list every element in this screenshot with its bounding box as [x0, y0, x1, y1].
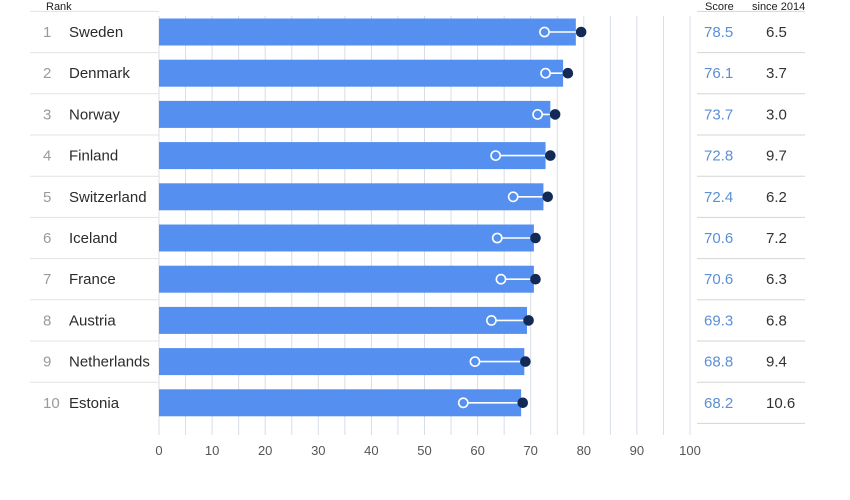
- rank-label-3: 3: [43, 106, 51, 123]
- row-separator-layer: [30, 10, 805, 424]
- marker-2014-france: [495, 273, 507, 285]
- since-2014-header: since 2014: [752, 1, 805, 13]
- country-label-france: France: [69, 271, 116, 288]
- bar-sweden: [159, 18, 576, 46]
- rank-label-9: 9: [43, 354, 51, 371]
- bar-iceland: [159, 224, 534, 252]
- country-label-estonia: Estonia: [69, 395, 120, 412]
- bar-layer: [159, 18, 576, 417]
- marker-current-estonia: [517, 397, 529, 409]
- country-label-finland: Finland: [69, 148, 118, 165]
- marker-2014-netherlands: [469, 356, 481, 367]
- score-label-switzerland: 72.4: [704, 189, 733, 206]
- marker-current-austria: [523, 315, 534, 326]
- score-label-netherlands: 68.8: [704, 354, 733, 371]
- score-label-sweden: 78.5: [704, 24, 733, 41]
- marker-2014-finland: [490, 150, 502, 161]
- country-label-denmark: Denmark: [69, 65, 130, 82]
- bar-denmark: [159, 59, 564, 87]
- marker-current-finland: [545, 150, 556, 161]
- rank-label-5: 5: [43, 189, 51, 206]
- score-label-estonia: 68.2: [704, 395, 733, 412]
- score-label-denmark: 76.1: [704, 65, 733, 82]
- x-tick-label-50: 50: [417, 443, 431, 458]
- x-tick-label-20: 20: [258, 443, 272, 458]
- rank-label-4: 4: [43, 148, 51, 165]
- country-label-norway: Norway: [69, 106, 120, 123]
- bar-norway: [159, 100, 551, 128]
- country-label-iceland: Iceland: [69, 230, 117, 247]
- since-2014-label-switzerland: 6.2: [766, 189, 787, 206]
- score-label-norway: 73.7: [704, 106, 733, 123]
- rank-label-10: 10: [43, 395, 60, 412]
- rank-label-1: 1: [43, 24, 51, 41]
- marker-2014-norway: [532, 109, 544, 120]
- country-label-austria: Austria: [69, 312, 116, 329]
- since-2014-label-austria: 6.8: [766, 312, 787, 329]
- rank-header: Rank: [46, 1, 72, 13]
- score-label-iceland: 70.6: [704, 230, 733, 247]
- since-2014-label-france: 6.3: [766, 271, 787, 288]
- x-tick-label-90: 90: [630, 443, 644, 458]
- marker-layer: [457, 26, 587, 409]
- since-2014-label-iceland: 7.2: [766, 230, 787, 247]
- rank-label-2: 2: [43, 65, 51, 82]
- marker-2014-estonia: [457, 397, 469, 409]
- x-tick-label-0: 0: [155, 443, 162, 458]
- since-2014-label-sweden: 6.5: [766, 24, 787, 41]
- score-label-austria: 69.3: [704, 312, 733, 329]
- since-2014-label-finland: 9.7: [766, 148, 787, 165]
- bar-switzerland: [159, 183, 544, 211]
- x-tick-label-100: 100: [679, 443, 701, 458]
- marker-current-france: [530, 273, 541, 285]
- x-tick-layer: 0 10 20 30 40 50 60 70 80 90 100: [155, 443, 700, 458]
- x-tick-label-70: 70: [523, 443, 537, 458]
- country-label-netherlands: Netherlands: [69, 354, 150, 371]
- since-2014-label-denmark: 3.7: [766, 65, 787, 82]
- country-label-switzerland: Switzerland: [69, 189, 147, 206]
- marker-current-sweden: [575, 26, 587, 38]
- rank-label-8: 8: [43, 312, 51, 329]
- marker-current-switzerland: [542, 191, 553, 203]
- x-tick-label-30: 30: [311, 443, 325, 458]
- x-tick-label-40: 40: [364, 443, 378, 458]
- since-2014-label-norway: 3.0: [766, 106, 787, 123]
- x-tick-label-60: 60: [470, 443, 484, 458]
- bar-netherlands: [159, 348, 525, 376]
- label-layer: 1 Sweden 78.5 6.5 2 Denmark 76.1 3.7 3 Norway 73.7…: [43, 24, 795, 412]
- since-2014-label-estonia: 10.6: [766, 395, 795, 412]
- marker-current-denmark: [562, 67, 574, 79]
- marker-current-iceland: [530, 232, 541, 244]
- bar-france: [159, 265, 534, 293]
- marker-2014-switzerland: [507, 191, 519, 203]
- marker-current-netherlands: [520, 356, 531, 367]
- bar-finland: [159, 142, 546, 170]
- marker-2014-iceland: [491, 232, 503, 244]
- marker-2014-austria: [486, 314, 497, 326]
- marker-2014-sweden: [539, 26, 550, 38]
- score-header: Score: [705, 1, 734, 13]
- rank-label-7: 7: [43, 271, 51, 288]
- x-tick-label-80: 80: [577, 443, 591, 458]
- since-2014-label-netherlands: 9.4: [766, 354, 787, 371]
- bar-austria: [159, 306, 527, 334]
- score-label-france: 70.6: [704, 271, 733, 288]
- marker-current-norway: [549, 109, 561, 120]
- x-tick-label-10: 10: [205, 443, 219, 458]
- country-label-sweden: Sweden: [69, 24, 123, 41]
- rank-label-6: 6: [43, 230, 51, 247]
- marker-2014-denmark: [540, 67, 551, 79]
- score-label-finland: 72.8: [704, 148, 733, 165]
